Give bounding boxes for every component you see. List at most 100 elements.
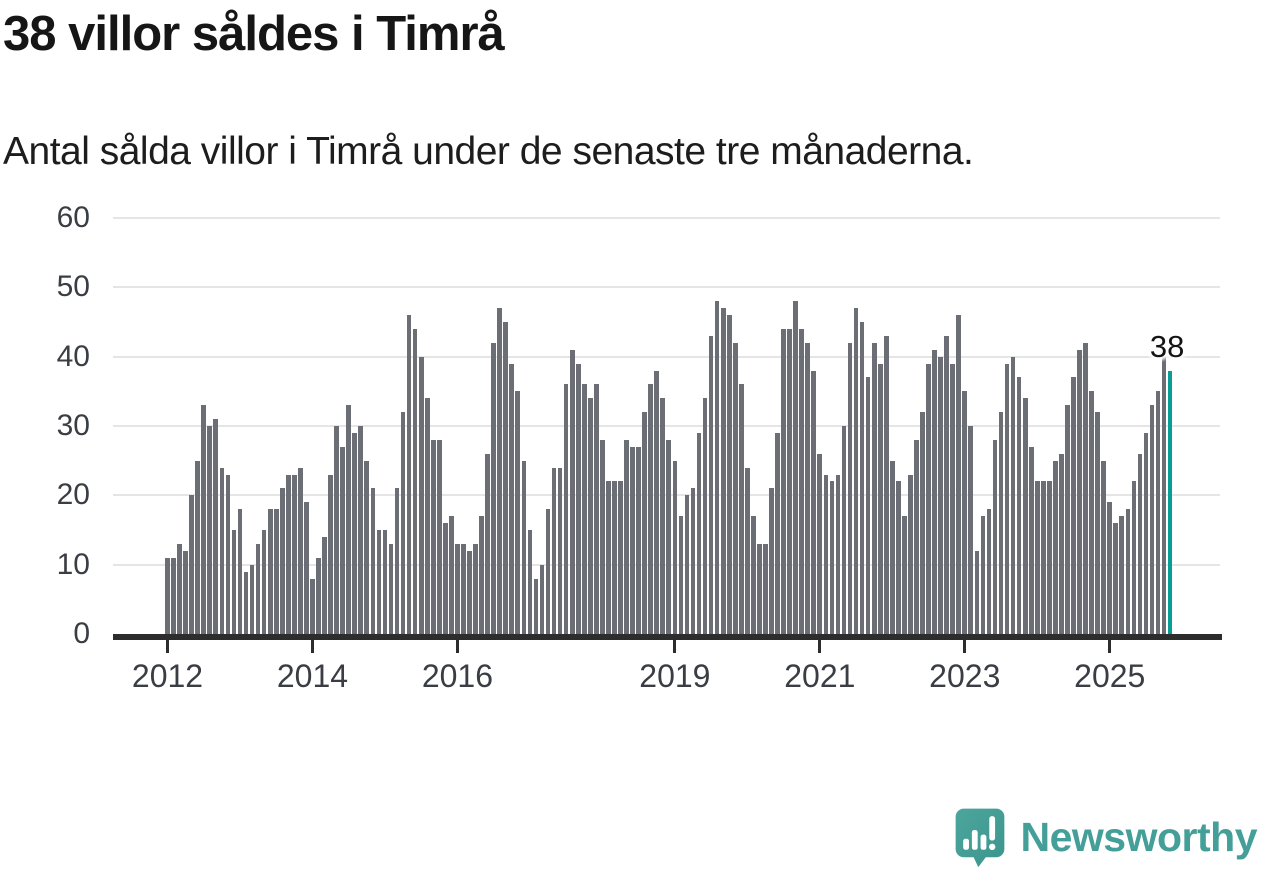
bar — [189, 495, 194, 634]
highlighted-bar — [1167, 370, 1173, 634]
bar — [201, 405, 207, 634]
bar — [751, 516, 756, 634]
bar — [847, 342, 853, 634]
bar — [400, 412, 406, 634]
bar — [279, 488, 285, 634]
bar — [859, 322, 865, 634]
bar — [1010, 356, 1016, 634]
gridline-y30 — [113, 425, 1220, 427]
x-axis-year-label: 2016 — [421, 658, 493, 694]
bar — [346, 405, 352, 634]
gridline-y60 — [113, 217, 1220, 219]
bar — [889, 460, 895, 634]
bar — [581, 384, 587, 634]
bar — [412, 328, 418, 634]
bar — [823, 474, 829, 634]
bar — [1119, 516, 1125, 634]
bar — [763, 543, 768, 634]
bar — [883, 335, 889, 634]
bar — [726, 315, 732, 634]
bar — [195, 460, 201, 634]
y-axis-label: 50 — [56, 270, 90, 304]
bar — [811, 370, 817, 634]
bar — [732, 342, 738, 634]
bar — [618, 481, 623, 634]
bar — [1101, 460, 1107, 634]
bar — [183, 550, 188, 634]
bar — [744, 467, 750, 634]
bar — [630, 446, 635, 634]
bar — [920, 412, 925, 634]
bar — [316, 557, 321, 634]
bar — [1053, 460, 1058, 634]
bar — [310, 578, 315, 634]
bar — [1161, 356, 1167, 634]
bar — [781, 328, 786, 634]
bar — [503, 322, 509, 634]
y-axis-label: 30 — [56, 409, 90, 442]
bar — [261, 530, 267, 634]
y-axis-label: 0 — [73, 617, 90, 650]
bar — [328, 474, 333, 634]
gridline-y50 — [113, 286, 1220, 289]
bar — [213, 419, 219, 634]
bar — [902, 516, 907, 634]
bar — [950, 363, 956, 634]
bar — [1131, 481, 1137, 634]
bar — [672, 460, 678, 634]
bar — [654, 370, 660, 634]
bar — [376, 530, 382, 634]
bar — [690, 488, 696, 634]
bar — [364, 460, 370, 634]
bar — [1034, 481, 1040, 634]
bar — [467, 550, 472, 634]
bar — [291, 474, 297, 634]
y-axis-label: 20 — [56, 478, 90, 512]
bar — [521, 460, 527, 634]
bar — [593, 384, 599, 634]
bar — [708, 335, 714, 634]
bar — [600, 439, 605, 634]
bar — [938, 356, 943, 634]
x-axis-tick — [1108, 640, 1112, 653]
bar — [177, 543, 182, 634]
x-axis-tick — [673, 640, 677, 653]
bar — [1022, 398, 1028, 634]
bar — [636, 446, 641, 634]
bar — [865, 377, 871, 634]
bar — [612, 481, 617, 634]
bar — [992, 439, 998, 634]
bar — [1083, 342, 1088, 634]
bar — [1046, 481, 1052, 634]
bar — [835, 474, 841, 634]
bar — [1016, 377, 1022, 634]
bar — [1040, 481, 1046, 634]
x-axis-year-label: 2023 — [929, 658, 1001, 694]
bar — [485, 453, 490, 634]
bar — [998, 412, 1004, 634]
x-axis-tick — [818, 640, 822, 653]
bar — [430, 439, 436, 634]
bar — [165, 557, 170, 634]
bar — [322, 536, 327, 634]
bar — [1065, 405, 1070, 634]
bar — [436, 439, 442, 634]
bar — [757, 543, 762, 634]
bar — [793, 301, 798, 634]
bar — [624, 439, 629, 634]
bar — [461, 543, 466, 634]
bar — [533, 578, 539, 634]
bar — [219, 467, 225, 634]
bar — [642, 412, 647, 634]
bar — [515, 391, 521, 634]
bar — [738, 384, 744, 634]
bar — [569, 349, 575, 634]
x-axis-year-label: 2021 — [784, 658, 856, 694]
bar — [1028, 446, 1034, 634]
bar — [249, 564, 255, 634]
bar — [388, 543, 394, 634]
bar — [491, 342, 496, 634]
bar — [1059, 453, 1064, 634]
bar — [1137, 453, 1143, 634]
x-axis-tick — [166, 640, 169, 653]
